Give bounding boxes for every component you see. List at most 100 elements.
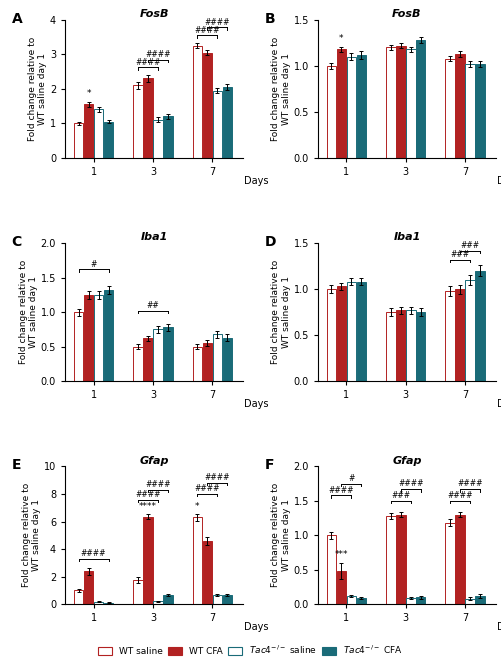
Bar xyxy=(153,120,163,158)
Bar xyxy=(465,64,475,158)
Bar xyxy=(143,78,153,158)
Bar xyxy=(475,271,485,381)
Text: ####: #### xyxy=(135,58,161,67)
Bar xyxy=(465,599,475,604)
Bar xyxy=(327,66,336,158)
Bar xyxy=(406,310,415,381)
Text: F: F xyxy=(265,458,274,472)
Bar xyxy=(445,58,455,158)
Bar xyxy=(143,338,153,381)
Bar xyxy=(143,517,153,604)
Bar xyxy=(133,86,143,158)
Bar xyxy=(202,541,212,604)
Y-axis label: Fold change relative to
WT saline day 1: Fold change relative to WT saline day 1 xyxy=(22,483,41,588)
Bar xyxy=(202,343,212,381)
Bar xyxy=(202,52,212,158)
Text: ####: #### xyxy=(329,485,354,495)
Bar xyxy=(327,289,336,381)
Bar xyxy=(74,590,83,604)
Text: ####: #### xyxy=(135,490,161,499)
Text: ****: **** xyxy=(139,501,157,511)
Title: FosB: FosB xyxy=(392,9,422,19)
Bar xyxy=(133,580,143,604)
Text: *: * xyxy=(86,89,91,98)
Bar xyxy=(347,596,356,604)
Title: Iba1: Iba1 xyxy=(140,232,168,242)
Bar xyxy=(357,55,366,158)
Bar xyxy=(455,515,465,604)
Bar xyxy=(153,329,163,381)
Legend: WT saline, WT CFA, $\it{Tac4}$$\mathregular{^{-/-}}$ saline, $\it{Tac4}$$\mathre: WT saline, WT CFA, $\it{Tac4}$$\mathregu… xyxy=(95,640,406,659)
Bar xyxy=(104,603,113,604)
Bar xyxy=(465,280,475,381)
Bar xyxy=(212,334,222,381)
Text: ####: #### xyxy=(145,480,171,489)
Bar xyxy=(163,596,173,604)
Text: *: * xyxy=(195,501,199,511)
Text: ####: #### xyxy=(204,473,230,482)
Text: Days: Days xyxy=(244,399,269,409)
Bar xyxy=(133,347,143,381)
Bar xyxy=(337,49,346,158)
Bar xyxy=(74,312,83,381)
Text: Days: Days xyxy=(244,176,269,186)
Bar xyxy=(192,517,202,604)
Text: D: D xyxy=(265,235,276,249)
Bar xyxy=(84,104,93,158)
Y-axis label: Fold change relative to
WT saline day 1: Fold change relative to WT saline day 1 xyxy=(28,37,47,141)
Bar xyxy=(386,312,396,381)
Bar xyxy=(406,598,415,604)
Text: ####: #### xyxy=(194,484,220,493)
Bar xyxy=(416,598,425,604)
Text: Days: Days xyxy=(497,622,501,632)
Bar xyxy=(386,48,396,158)
Bar xyxy=(212,90,222,158)
Bar xyxy=(153,602,163,604)
Bar xyxy=(475,596,485,604)
Bar xyxy=(396,46,405,158)
Y-axis label: Fold change relative to
WT saline day 1: Fold change relative to WT saline day 1 xyxy=(272,260,291,365)
Title: Gfap: Gfap xyxy=(392,456,422,465)
Y-axis label: Fold change relative to
WT saline day 1: Fold change relative to WT saline day 1 xyxy=(272,483,291,588)
Bar xyxy=(347,282,356,381)
Title: Gfap: Gfap xyxy=(139,456,169,465)
Title: FosB: FosB xyxy=(139,9,169,19)
Text: E: E xyxy=(12,458,21,472)
Bar xyxy=(104,122,113,158)
Y-axis label: Fold change relative to
WT saline day 1: Fold change relative to WT saline day 1 xyxy=(19,260,38,365)
Text: ####: #### xyxy=(145,50,171,59)
Text: #: # xyxy=(348,474,355,483)
Bar xyxy=(74,124,83,158)
Text: C: C xyxy=(12,235,22,249)
Title: Iba1: Iba1 xyxy=(393,232,421,242)
Text: ####: #### xyxy=(457,479,483,489)
Text: Days: Days xyxy=(244,622,269,632)
Bar xyxy=(475,64,485,158)
Bar xyxy=(396,515,405,604)
Bar xyxy=(386,516,396,604)
Text: A: A xyxy=(12,12,23,26)
Text: Days: Days xyxy=(497,399,501,409)
Text: ####: #### xyxy=(204,18,230,27)
Bar xyxy=(222,337,232,381)
Text: ***: *** xyxy=(335,550,348,560)
Bar xyxy=(455,54,465,158)
Bar xyxy=(163,116,173,158)
Text: B: B xyxy=(265,12,275,26)
Bar xyxy=(347,56,356,158)
Bar xyxy=(94,110,103,158)
Text: ####: #### xyxy=(194,26,220,35)
Bar xyxy=(416,312,425,381)
Bar xyxy=(337,286,346,381)
Text: *: * xyxy=(339,34,344,43)
Text: Days: Days xyxy=(497,176,501,186)
Text: #: # xyxy=(90,260,97,269)
Bar xyxy=(445,291,455,381)
Bar xyxy=(163,327,173,381)
Bar xyxy=(84,295,93,381)
Bar xyxy=(406,49,415,158)
Bar xyxy=(222,87,232,158)
Bar xyxy=(94,295,103,381)
Text: ###: ### xyxy=(460,241,479,250)
Bar xyxy=(104,290,113,381)
